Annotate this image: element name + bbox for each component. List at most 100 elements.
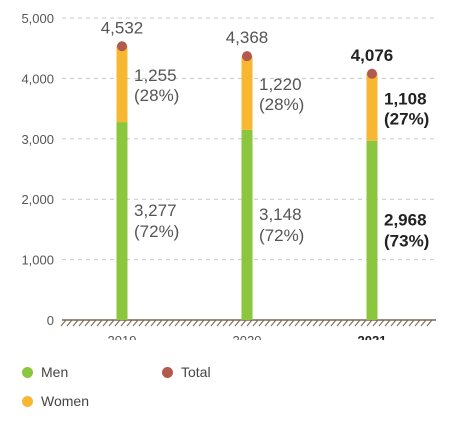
axis-hatch: [402, 319, 409, 327]
axis-hatch: [60, 319, 67, 327]
axis-hatch: [318, 319, 325, 327]
axis-hatch: [204, 319, 211, 327]
axis-hatch: [420, 319, 427, 327]
y-tick-label: 3,000: [21, 132, 54, 147]
axis-hatch: [306, 319, 313, 327]
axis-hatch: [348, 319, 355, 327]
women-value-label-2021: 1,108: [384, 89, 427, 108]
bar-women-2021: [366, 73, 378, 141]
axis-hatch: [84, 319, 91, 327]
y-tick-label: 5,000: [21, 11, 54, 26]
legend-women: Women: [22, 393, 89, 409]
women-share-label-2019: (28%): [134, 86, 179, 105]
axis-hatch: [120, 319, 127, 327]
axis-hatch: [108, 319, 115, 327]
axis-hatch: [192, 319, 199, 327]
axis-hatch: [78, 319, 85, 327]
axis-hatch: [396, 319, 403, 327]
total-label-2019: 4,532: [101, 18, 144, 37]
axis-hatch: [216, 319, 223, 327]
y-tick-label: 1,000: [21, 253, 54, 268]
total-marker-2019: [117, 41, 127, 52]
women-value-label-2019: 1,255: [134, 66, 177, 85]
axis-hatch: [240, 319, 247, 327]
men-value-label-2021: 2,968: [384, 210, 427, 229]
x-tick-label-2020: 2020: [233, 333, 262, 340]
axis-hatch: [180, 319, 187, 327]
axis-hatch: [294, 319, 301, 327]
axis-hatch: [342, 319, 349, 327]
total-label-2021: 4,076: [351, 46, 394, 65]
axis-hatch: [96, 319, 103, 327]
axis-hatch: [252, 319, 259, 327]
legend-total: Total: [162, 364, 211, 380]
women-value-label-2020: 1,220: [259, 75, 302, 94]
axis-hatch: [246, 319, 253, 327]
axis-hatch: [150, 319, 157, 327]
men-share-label-2020: (72%): [259, 226, 304, 245]
axis-hatch: [132, 319, 139, 327]
axis-hatch: [168, 319, 175, 327]
men-value-label-2019: 3,277: [134, 201, 177, 220]
axis-hatch: [426, 319, 433, 327]
axis-hatch: [144, 319, 151, 327]
axis-hatch: [102, 319, 109, 327]
axis-hatch: [288, 319, 295, 327]
axis-hatch: [258, 319, 265, 327]
legend-women-swatch: [22, 395, 33, 407]
total-label-2020: 4,368: [226, 28, 269, 47]
total-marker-2021: [367, 68, 377, 79]
axis-hatch: [90, 319, 97, 327]
y-tick-label: 2,000: [21, 192, 54, 207]
men-value-label-2020: 3,148: [259, 205, 302, 224]
bar-women-2020: [241, 56, 253, 130]
bar-men-2019: [116, 122, 128, 320]
axis-hatch: [390, 319, 397, 327]
y-tick-label: 0: [47, 313, 54, 328]
axis-hatch: [186, 319, 193, 327]
legend-men-swatch: [22, 366, 33, 378]
axis-hatch: [372, 319, 379, 327]
axis-hatch: [222, 319, 229, 327]
axis-hatch: [282, 319, 289, 327]
axis-hatch: [270, 319, 277, 327]
axis-hatch: [126, 319, 133, 327]
legend-total-label: Total: [181, 364, 211, 380]
women-share-label-2021: (27%): [384, 109, 429, 128]
women-share-label-2020: (28%): [259, 95, 304, 114]
axis-hatch: [156, 319, 163, 327]
legend-total-swatch: [162, 366, 173, 378]
axis-hatch: [408, 319, 415, 327]
y-tick-label: 4,000: [21, 71, 54, 86]
axis-hatch: [360, 319, 367, 327]
axis-hatch: [330, 319, 337, 327]
axis-hatch: [162, 319, 169, 327]
legend-men: Men: [22, 364, 68, 380]
axis-hatch: [378, 319, 385, 327]
axis-hatch: [228, 319, 235, 327]
total-marker-2020: [242, 51, 252, 62]
axis-hatch: [312, 319, 319, 327]
axis-hatch: [384, 319, 391, 327]
legend-men-label: Men: [41, 364, 69, 380]
legend-women-label: Women: [41, 393, 89, 409]
axis-hatch: [354, 319, 361, 327]
axis-hatch: [234, 319, 241, 327]
axis-hatch: [300, 319, 307, 327]
x-tick-label-2019: 2019: [108, 333, 137, 340]
axis-hatch: [324, 319, 331, 327]
axis-hatch: [114, 319, 121, 327]
axis-hatch: [72, 319, 79, 327]
axis-hatch: [138, 319, 145, 327]
x-tick-label-2021: 2021: [358, 333, 387, 340]
bar-women-2019: [116, 46, 128, 123]
axis-hatch: [366, 319, 373, 327]
axis-hatch: [276, 319, 283, 327]
axis-hatch: [174, 319, 181, 327]
bar-men-2020: [241, 129, 253, 320]
bar-men-2021: [366, 140, 378, 320]
axis-hatch: [414, 319, 421, 327]
axis-hatch: [66, 319, 73, 327]
axis-hatch: [336, 319, 343, 327]
